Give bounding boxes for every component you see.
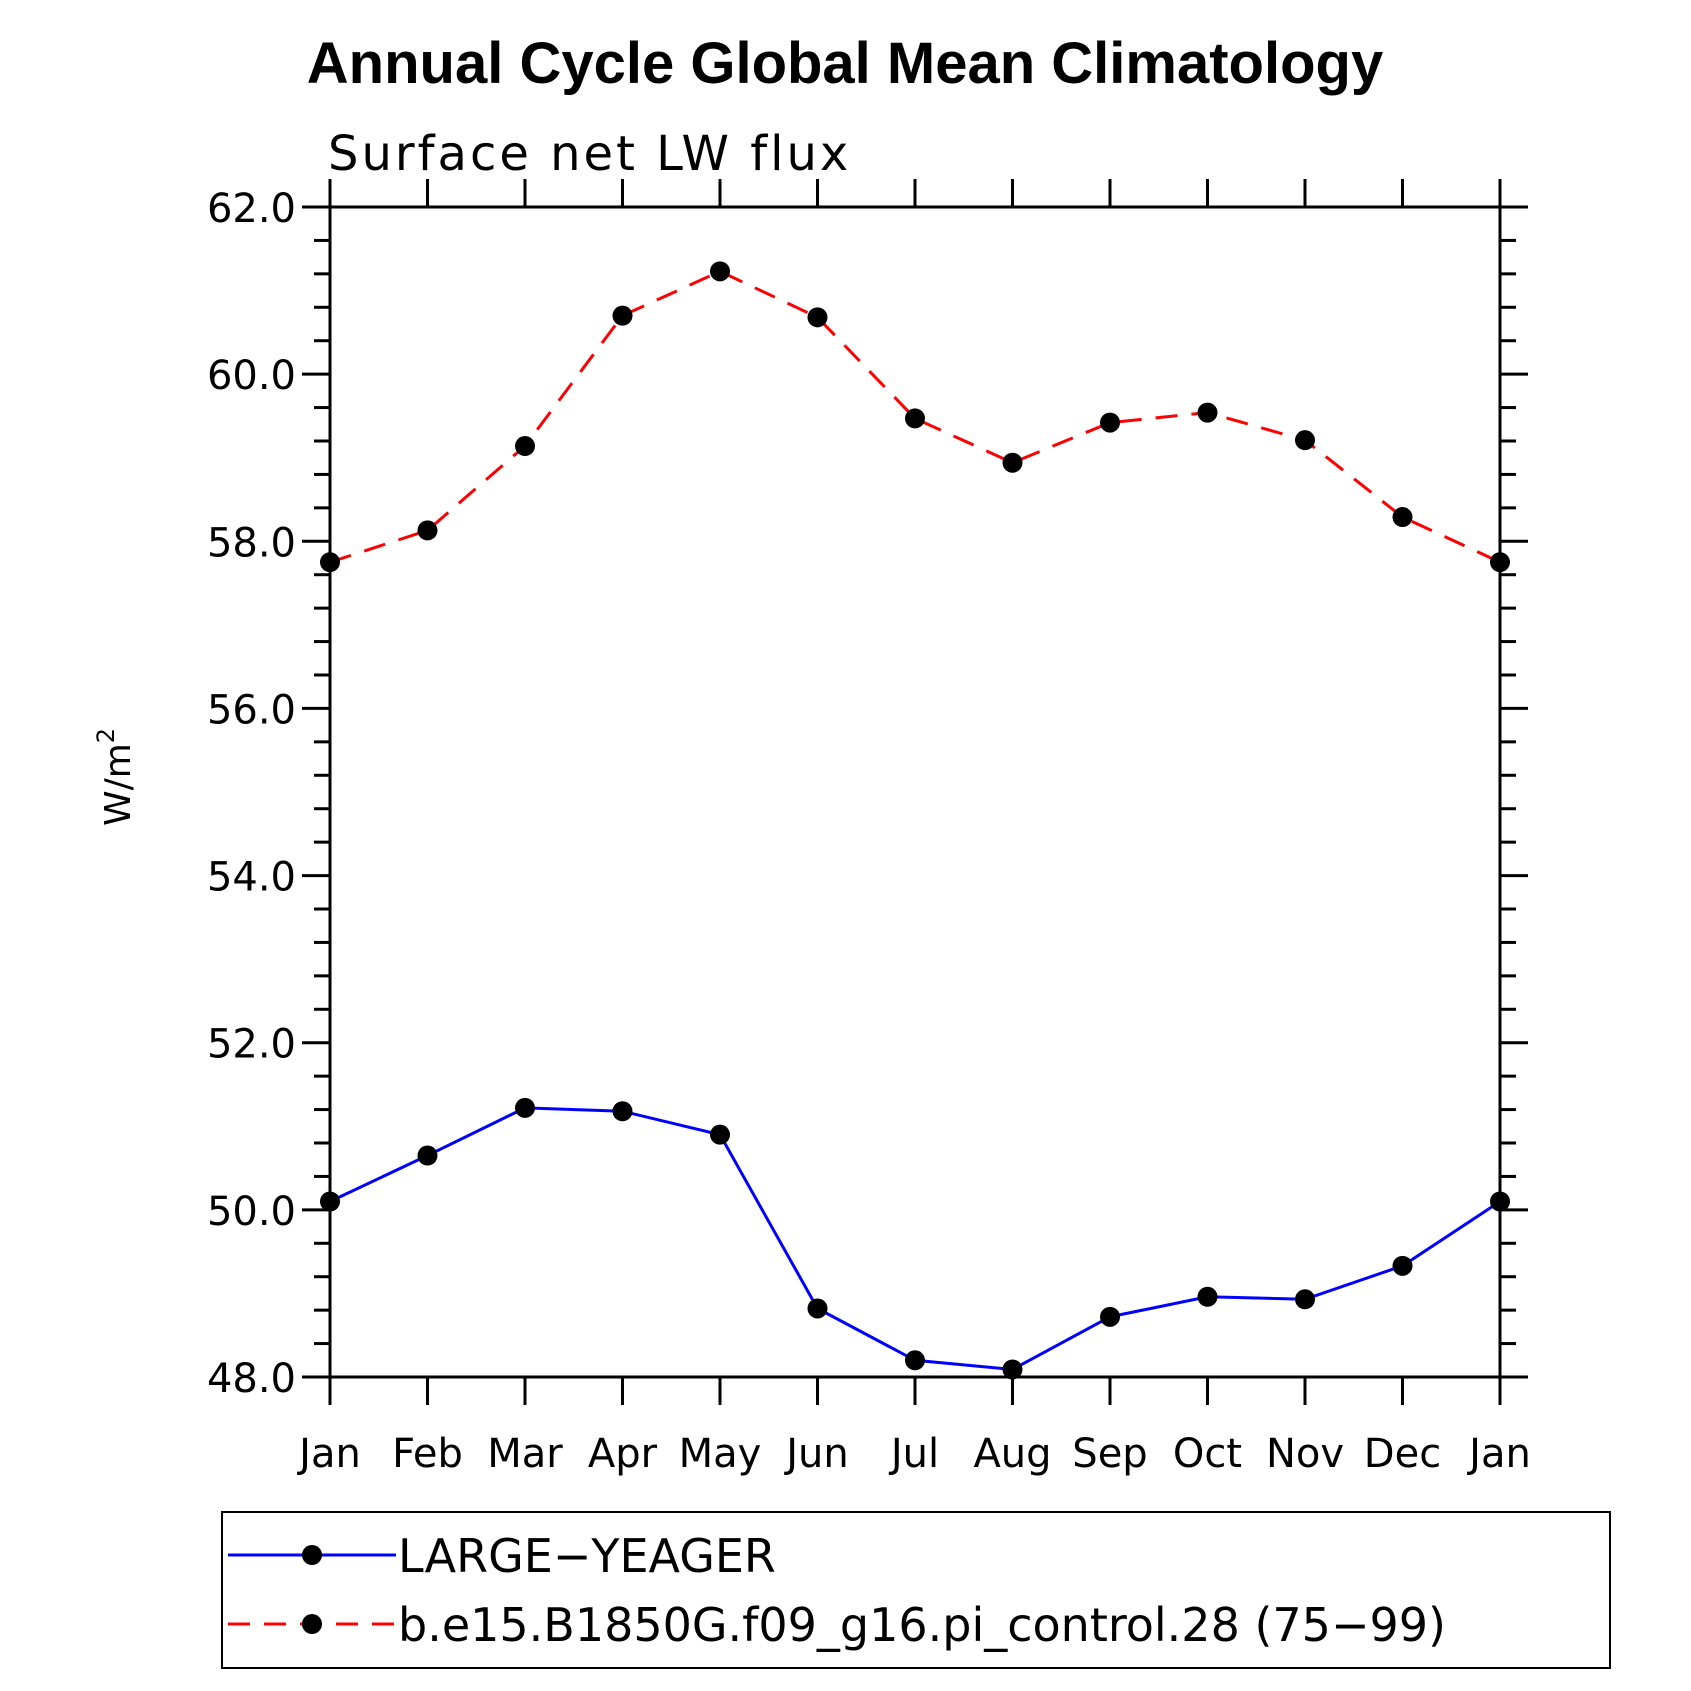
ticks-layer: Jan Feb Mar Apr May Jun Jul Aug Sep Oct Nov Dec Jan4… [207,179,1531,1477]
data-point [320,1191,340,1212]
data-point [1295,1289,1315,1310]
legend-box [221,1511,1611,1669]
data-point [905,1350,925,1371]
data-point [1490,1191,1510,1212]
chart-title: Annual Cycle Global Mean Climatology [307,31,1383,96]
x-tick-label: Oct [1173,1431,1242,1477]
data-point [417,520,438,541]
x-tick-label: Sep [1072,1431,1147,1477]
series-layer [329,269,1501,1372]
x-tick-label: May [679,1431,762,1477]
data-point [710,261,730,282]
data-point [710,1124,730,1145]
data-point [1100,412,1120,433]
data-point [1392,507,1413,528]
y-tick-label: 50.0 [207,1189,296,1235]
data-point [905,408,925,429]
legend-marker-pi-control [302,1614,322,1634]
chart-subtitle: Surface net LW flux [328,126,851,182]
y-tick-label: 60.0 [207,353,296,399]
x-tick-label: Jun [783,1431,849,1477]
y-axis-label-text: W/m [98,743,139,826]
data-point [320,552,340,573]
y-tick-label: 52.0 [207,1022,296,1068]
y-tick-label: 58.0 [207,520,296,566]
data-point [1490,552,1510,573]
x-tick-label: Apr [588,1431,658,1477]
data-point [1002,452,1023,473]
x-tick-label: Dec [1364,1431,1441,1477]
x-tick-label: Aug [973,1431,1051,1477]
svg-text:W/m2: W/m2 [92,728,139,826]
data-point [417,1145,438,1166]
series-line-0 [329,1106,1501,1372]
y-tick-label: 54.0 [207,855,296,901]
x-tick-label: Feb [392,1431,463,1477]
legend-label-large-yeager: LARGE−YEAGER [398,1529,776,1583]
x-tick-label: Jan [1466,1431,1531,1477]
data-point [807,307,828,328]
y-tick-label: 56.0 [207,687,296,733]
marker-layer [320,261,1510,1380]
y-tick-label: 62.0 [207,186,296,232]
data-point [612,1101,633,1122]
legend: LARGE−YEAGER b.e15.B1850G.f09_g16.pi_con… [221,1511,1611,1669]
legend-marker-large-yeager [302,1545,322,1565]
data-point [1197,402,1218,423]
data-point [1100,1306,1120,1327]
data-point [807,1298,828,1319]
data-point [612,305,633,326]
plot-frame [328,205,1502,1379]
y-axis-label: W/m2 [92,728,139,826]
y-axis-label-superscript: 2 [92,728,120,743]
data-point [1392,1255,1413,1276]
x-tick-label: Mar [487,1431,563,1477]
data-point [515,436,535,457]
legend-label-pi-control: b.e15.B1850G.f09_g16.pi_control.28 (75−9… [398,1598,1446,1652]
data-point [1197,1286,1218,1307]
data-point [1002,1359,1023,1380]
y-tick-label: 48.0 [207,1356,296,1402]
data-point [1295,430,1315,451]
x-tick-label: Jan [296,1431,361,1477]
x-tick-label: Nov [1266,1431,1344,1477]
data-point [515,1097,535,1118]
x-tick-label: Jul [888,1431,939,1477]
